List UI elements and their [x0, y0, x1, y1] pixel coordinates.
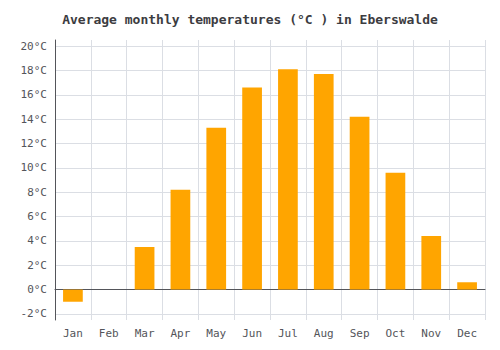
svg-text:8°C: 8°C — [27, 186, 47, 199]
svg-text:14°C: 14°C — [21, 113, 48, 126]
svg-text:Jul: Jul — [278, 327, 298, 340]
svg-text:Average monthly temperatures (: Average monthly temperatures (°C ) in Eb… — [62, 12, 438, 27]
svg-text:Mar: Mar — [135, 327, 155, 340]
svg-text:Sep: Sep — [350, 327, 370, 340]
svg-text:Jan: Jan — [63, 327, 83, 340]
svg-text:18°C: 18°C — [21, 64, 48, 77]
svg-text:Feb: Feb — [99, 327, 119, 340]
svg-text:Dec: Dec — [457, 327, 477, 340]
svg-text:Nov: Nov — [421, 327, 441, 340]
svg-text:10°C: 10°C — [21, 161, 48, 174]
svg-text:16°C: 16°C — [21, 88, 48, 101]
svg-text:Aug: Aug — [314, 327, 334, 340]
svg-text:0°C: 0°C — [27, 283, 47, 296]
svg-text:Jun: Jun — [242, 327, 262, 340]
svg-text:12°C: 12°C — [21, 137, 48, 150]
svg-text:May: May — [206, 327, 226, 340]
svg-text:4°C: 4°C — [27, 234, 47, 247]
svg-text:2°C: 2°C — [27, 259, 47, 272]
svg-text:Oct: Oct — [385, 327, 405, 340]
svg-text:20°C: 20°C — [21, 40, 48, 53]
svg-text:-2°C: -2°C — [21, 307, 48, 320]
svg-text:Apr: Apr — [170, 327, 190, 340]
svg-text:6°C: 6°C — [27, 210, 47, 223]
